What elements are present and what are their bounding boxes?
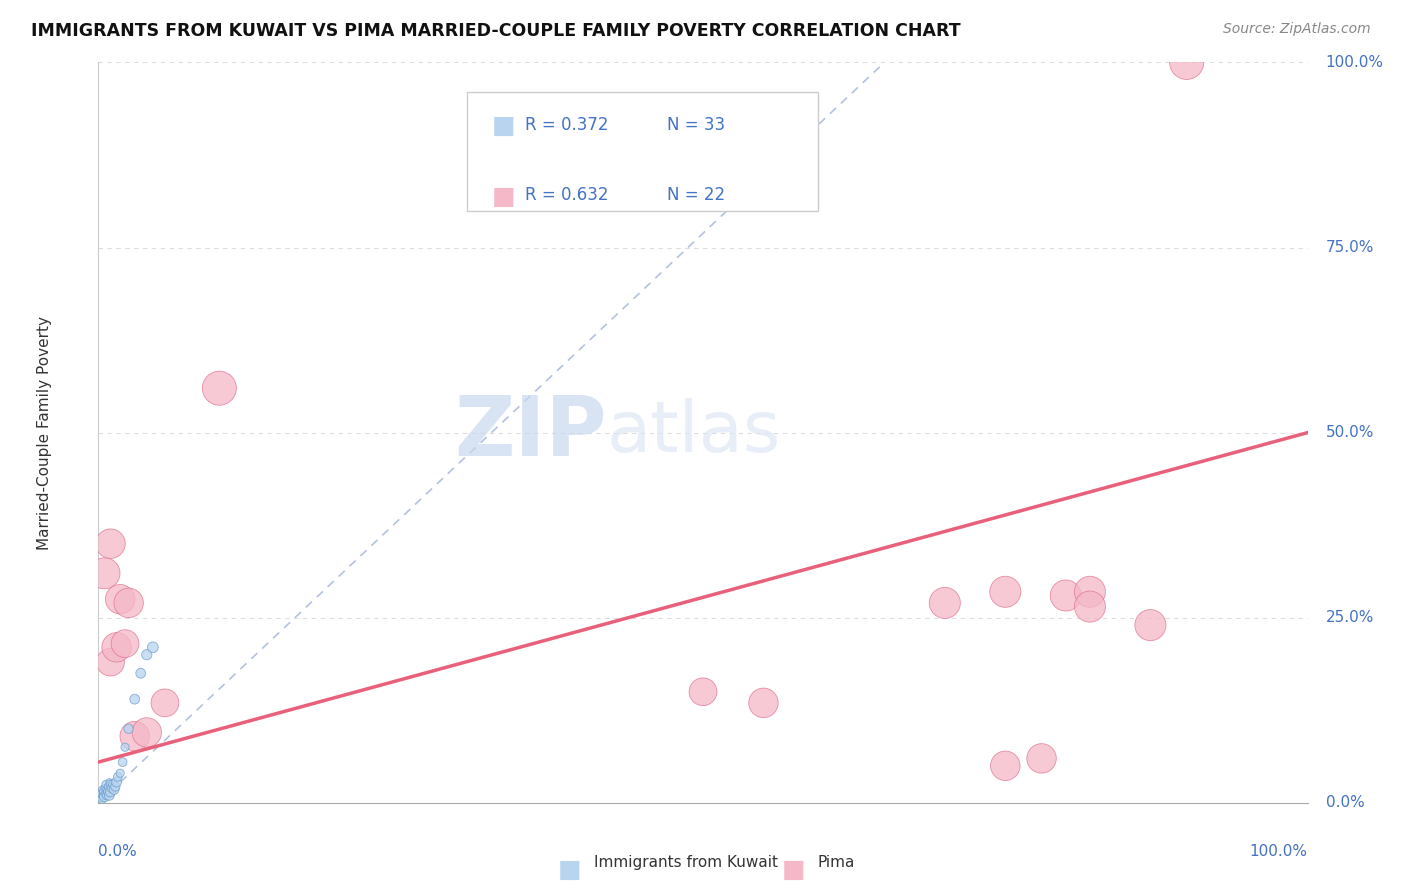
Point — [100, 780, 122, 795]
Point — [97, 780, 120, 794]
Text: 25.0%: 25.0% — [1326, 610, 1374, 625]
Point — [1078, 584, 1101, 599]
Point — [91, 782, 114, 797]
Point — [105, 775, 128, 789]
Text: ZIP: ZIP — [454, 392, 606, 473]
Point — [96, 782, 118, 797]
Text: 100.0%: 100.0% — [1326, 55, 1384, 70]
Point — [1139, 618, 1161, 632]
Point — [105, 640, 128, 655]
Point — [89, 792, 111, 806]
Point — [97, 785, 120, 799]
Point — [91, 789, 114, 803]
Text: 75.0%: 75.0% — [1326, 240, 1374, 255]
Text: Source: ZipAtlas.com: Source: ZipAtlas.com — [1223, 22, 1371, 37]
Point — [934, 596, 956, 610]
Point — [1078, 599, 1101, 614]
Point — [108, 592, 131, 607]
Point — [1054, 589, 1077, 603]
Text: Immigrants from Kuwait: Immigrants from Kuwait — [595, 855, 778, 870]
Point — [91, 785, 114, 799]
Point — [101, 777, 124, 791]
Point — [1175, 55, 1198, 70]
Point — [100, 536, 122, 550]
Point — [111, 755, 134, 769]
Point — [108, 766, 131, 780]
Text: 100.0%: 100.0% — [1250, 844, 1308, 858]
Text: ■: ■ — [492, 114, 515, 138]
Text: R = 0.632: R = 0.632 — [526, 186, 609, 204]
Text: ■: ■ — [492, 185, 515, 209]
Point — [124, 729, 146, 743]
Point — [692, 685, 714, 699]
Point — [124, 692, 146, 706]
Text: N = 22: N = 22 — [666, 186, 725, 204]
Point — [114, 637, 136, 651]
Point — [752, 696, 775, 710]
Point — [94, 777, 117, 791]
Point — [100, 785, 122, 799]
Point — [153, 696, 176, 710]
Point — [118, 722, 141, 736]
Text: N = 33: N = 33 — [666, 116, 725, 134]
Point — [994, 758, 1017, 772]
Point — [107, 770, 129, 784]
Point — [114, 740, 136, 755]
Point — [103, 782, 125, 797]
Point — [100, 777, 122, 791]
Point — [90, 787, 112, 801]
Text: Pima: Pima — [818, 855, 855, 870]
Point — [94, 787, 117, 801]
Point — [1031, 751, 1053, 765]
Point — [135, 725, 157, 739]
Text: atlas: atlas — [606, 398, 780, 467]
Point — [93, 780, 115, 795]
Text: 0.0%: 0.0% — [1326, 796, 1364, 810]
Text: 0.0%: 0.0% — [98, 844, 138, 858]
Point — [135, 648, 157, 662]
Point — [96, 789, 118, 803]
Point — [93, 566, 115, 581]
Point — [98, 775, 121, 789]
Text: IMMIGRANTS FROM KUWAIT VS PIMA MARRIED-COUPLE FAMILY POVERTY CORRELATION CHART: IMMIGRANTS FROM KUWAIT VS PIMA MARRIED-C… — [31, 22, 960, 40]
Text: ■: ■ — [558, 858, 582, 882]
Point — [118, 596, 141, 610]
Point — [93, 789, 115, 804]
Point — [90, 789, 112, 804]
Point — [994, 584, 1017, 599]
Point — [104, 780, 127, 794]
FancyBboxPatch shape — [467, 92, 818, 211]
Point — [129, 666, 152, 681]
Text: Married-Couple Family Poverty: Married-Couple Family Poverty — [37, 316, 52, 549]
Point — [100, 655, 122, 669]
Text: ■: ■ — [782, 858, 806, 882]
Point — [208, 381, 231, 395]
Text: R = 0.372: R = 0.372 — [526, 116, 609, 134]
Point — [91, 792, 114, 806]
Point — [142, 640, 165, 655]
Point — [98, 789, 121, 803]
Text: 50.0%: 50.0% — [1326, 425, 1374, 440]
